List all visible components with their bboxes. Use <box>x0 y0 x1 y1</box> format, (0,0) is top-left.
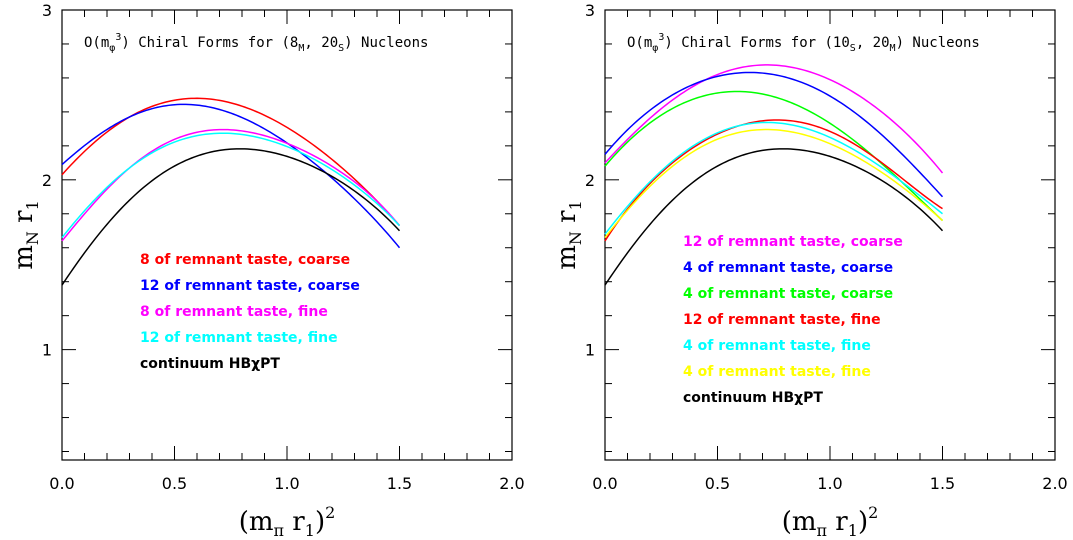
legend-entry-5: continuum HBχPT <box>140 356 280 372</box>
legend-entry-4: 12 of remnant taste, fine <box>140 330 338 346</box>
legend-entry-7: continuum HBχPT <box>683 390 823 406</box>
series-line-7 <box>604 148 944 286</box>
x-tick-label: 0.5 <box>162 474 187 493</box>
x-tick-label: 1.0 <box>817 474 842 493</box>
x-tick-label: 0.0 <box>592 474 617 493</box>
series-line-1 <box>61 97 401 227</box>
chart-title: O(mφ3) Chiral Forms for (10S, 20M) Nucle… <box>627 32 980 54</box>
legend-entry-2: 12 of remnant taste, coarse <box>140 278 360 294</box>
legend-entry-3: 8 of remnant taste, fine <box>140 304 328 320</box>
y-tick-label: 1 <box>585 341 595 360</box>
series-line-5 <box>61 148 401 286</box>
x-axis-label: (mπ r1)2 <box>239 503 336 540</box>
x-axis-label: (mπ r1)2 <box>782 503 879 540</box>
chart-title: O(mφ3) Chiral Forms for (8M, 20S) Nucleo… <box>84 32 428 54</box>
series-line-6 <box>604 128 944 239</box>
series-line-2 <box>604 71 944 198</box>
x-tick-label: 1.5 <box>930 474 955 493</box>
y-tick-label: 3 <box>42 1 52 20</box>
x-tick-label: 0.0 <box>49 474 74 493</box>
series-line-1 <box>604 64 944 174</box>
series-line-3 <box>61 128 401 242</box>
legend-entry-1: 12 of remnant taste, coarse <box>683 234 903 250</box>
x-tick-label: 1.5 <box>387 474 412 493</box>
legend-entry-5: 4 of remnant taste, fine <box>683 338 871 354</box>
x-tick-label: 2.0 <box>1042 474 1067 493</box>
series-line-5 <box>604 121 943 235</box>
y-tick-label: 1 <box>42 341 52 360</box>
x-tick-label: 1.0 <box>274 474 299 493</box>
chart-panel-2: 0.0 0.5 1.0 1.5 2.0 1 2 3 O(mφ3) Chiral Forms fo… <box>552 1 1068 540</box>
plot-frame <box>61 9 513 461</box>
series-line-2 <box>61 103 401 249</box>
y-axis-label: mN r1 <box>552 200 585 270</box>
x-tick-label: 0.5 <box>705 474 730 493</box>
y-tick-label: 2 <box>42 171 52 190</box>
series-line-3 <box>604 90 944 222</box>
legend-entry-4: 12 of remnant taste, fine <box>683 312 881 328</box>
legend-entry-6: 4 of remnant taste, fine <box>683 364 871 380</box>
legend-entry-1: 8 of remnant taste, coarse <box>140 252 350 268</box>
x-tick-label: 2.0 <box>499 474 524 493</box>
series-line-4 <box>61 132 401 239</box>
series-line-4 <box>604 119 943 242</box>
chart-panel-1: 0.0 0.5 1.0 1.5 2.0 1 2 3 O(mφ3) Chiral Forms fo… <box>9 1 525 540</box>
legend-entry-3: 4 of remnant taste, coarse <box>683 286 893 302</box>
legend-entry-2: 4 of remnant taste, coarse <box>683 260 893 276</box>
y-tick-label: 2 <box>585 171 595 190</box>
y-axis-label: mN r1 <box>9 200 42 270</box>
y-tick-label: 3 <box>585 1 595 20</box>
